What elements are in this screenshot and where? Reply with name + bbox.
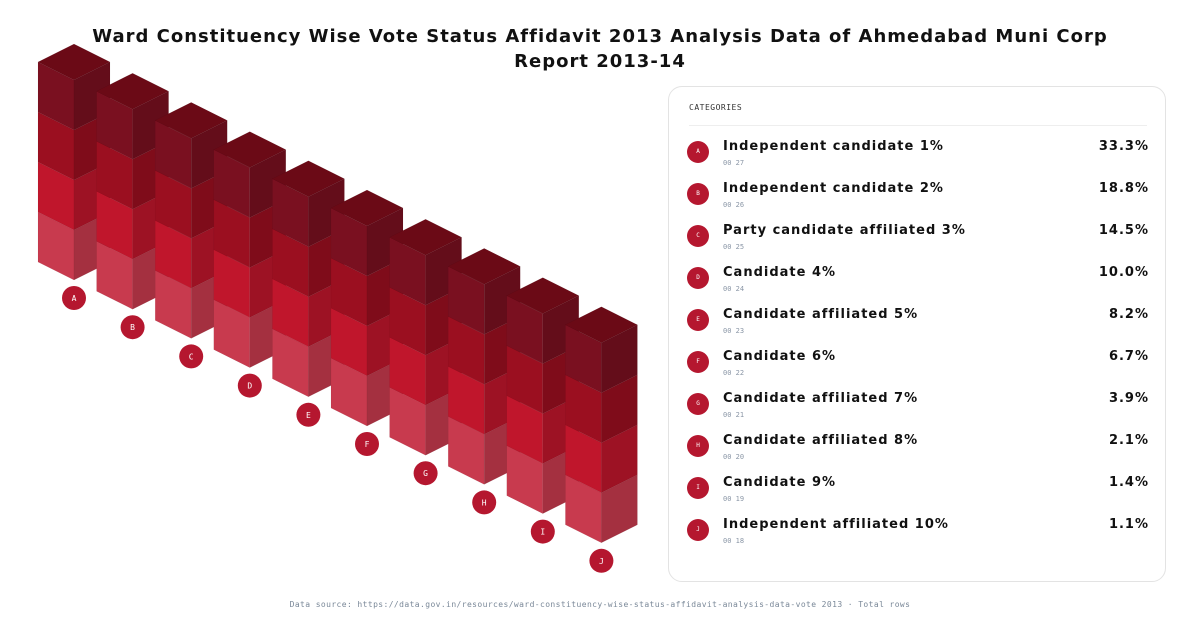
row-badge: F <box>687 351 709 373</box>
bar-top <box>330 189 404 227</box>
category-label: C <box>189 352 194 361</box>
row-name: Candidate affiliated 7% <box>723 391 919 406</box>
row-badge: H <box>687 435 709 457</box>
row-name: Candidate affiliated 5% <box>723 307 919 322</box>
bar-top <box>564 306 638 344</box>
bar-top <box>213 131 287 168</box>
bar-top <box>154 102 228 139</box>
category-label: E <box>306 411 311 420</box>
bar-top <box>389 218 463 256</box>
row-badge: D <box>687 267 709 289</box>
bar-top <box>37 43 111 81</box>
table-row: E Candidate affiliated 5% 00 23 8.2% <box>687 305 1149 341</box>
category-label: A <box>72 294 77 303</box>
row-name: Independent candidate 1% <box>723 139 944 154</box>
row-value: 6.7% <box>1108 349 1149 364</box>
footer-source: Data source: https://data.gov.in/resourc… <box>289 600 911 609</box>
category-badge <box>530 519 555 544</box>
row-badge: C <box>687 225 709 247</box>
row-code: 00 25 <box>723 243 745 251</box>
table-row: B Independent candidate 2% 00 26 18.8% <box>687 179 1149 215</box>
row-value: 3.9% <box>1108 391 1149 406</box>
row-code: 00 21 <box>723 411 745 419</box>
table-row: A Independent candidate 1% 00 27 33.3% <box>687 137 1149 173</box>
row-code: 00 22 <box>723 369 745 377</box>
category-badge <box>120 315 145 340</box>
category-label: J <box>599 557 604 566</box>
category-badge <box>355 432 379 456</box>
row-badge: A <box>687 141 709 163</box>
row-value: 2.1% <box>1108 433 1149 448</box>
table-row: H Candidate affiliated 8% 00 20 2.1% <box>687 431 1149 467</box>
row-code: 00 27 <box>723 159 745 167</box>
row-value: 18.8% <box>1098 181 1149 196</box>
row-code: 00 24 <box>723 285 745 293</box>
row-name: Candidate 4% <box>723 265 837 280</box>
row-badge: E <box>687 309 709 331</box>
legend-table-panel: CATEGORIES A Independent candidate 1% 00 2… <box>668 86 1166 582</box>
table-row: F Candidate 6% 00 22 6.7% <box>687 347 1149 383</box>
category-label: H <box>482 498 487 507</box>
row-name: Candidate affiliated 8% <box>723 433 919 448</box>
row-badge: I <box>687 477 709 499</box>
row-value: 8.2% <box>1108 307 1149 322</box>
category-badge <box>62 286 86 310</box>
category-badge <box>472 490 497 515</box>
row-code: 00 19 <box>723 495 745 503</box>
row-name: Candidate 9% <box>723 475 837 490</box>
table-header: CATEGORIES <box>689 103 1147 126</box>
category-badge <box>237 373 262 398</box>
row-badge: J <box>687 519 709 541</box>
row-name: Candidate 6% <box>723 349 837 364</box>
category-badge <box>179 344 204 369</box>
row-code: 00 20 <box>723 453 745 461</box>
row-badge: G <box>687 393 709 415</box>
row-value: 1.1% <box>1108 517 1149 532</box>
category-badge <box>589 548 614 573</box>
bar-top <box>96 72 170 110</box>
category-label: I <box>540 528 545 537</box>
chart-title: Ward Constituency Wise Vote Status Affid… <box>92 26 1108 72</box>
row-value: 14.5% <box>1098 223 1149 238</box>
table-row: D Candidate 4% 00 24 10.0% <box>687 263 1149 299</box>
bar-top <box>506 277 580 314</box>
table-row: G Candidate affiliated 7% 00 21 3.9% <box>687 389 1149 425</box>
category-badge <box>296 402 321 427</box>
row-name: Party candidate affiliated 3% <box>723 223 966 238</box>
row-code: 00 26 <box>723 201 745 209</box>
row-value: 33.3% <box>1098 139 1149 154</box>
table-row: J Independent affiliated 10% 00 18 1.1% <box>687 515 1149 551</box>
category-label: G <box>423 469 428 478</box>
bar-top <box>271 160 345 198</box>
category-label: D <box>247 382 252 391</box>
bar-top <box>447 248 521 285</box>
row-value: 10.0% <box>1098 265 1149 280</box>
table-row: C Party candidate affiliated 3% 00 25 14.5% <box>687 221 1149 257</box>
row-name: Independent candidate 2% <box>723 181 944 196</box>
category-label: F <box>365 440 370 449</box>
row-value: 1.4% <box>1108 475 1149 490</box>
category-label: B <box>130 323 135 332</box>
category-badge <box>413 461 438 486</box>
stacked-3d-bar-chart: A B C D E F G H I J <box>37 43 638 573</box>
row-code: 00 18 <box>723 537 745 545</box>
row-badge: B <box>687 183 709 205</box>
row-name: Independent affiliated 10% <box>723 517 949 532</box>
table-row: I Candidate 9% 00 19 1.4% <box>687 473 1149 509</box>
row-code: 00 23 <box>723 327 745 335</box>
